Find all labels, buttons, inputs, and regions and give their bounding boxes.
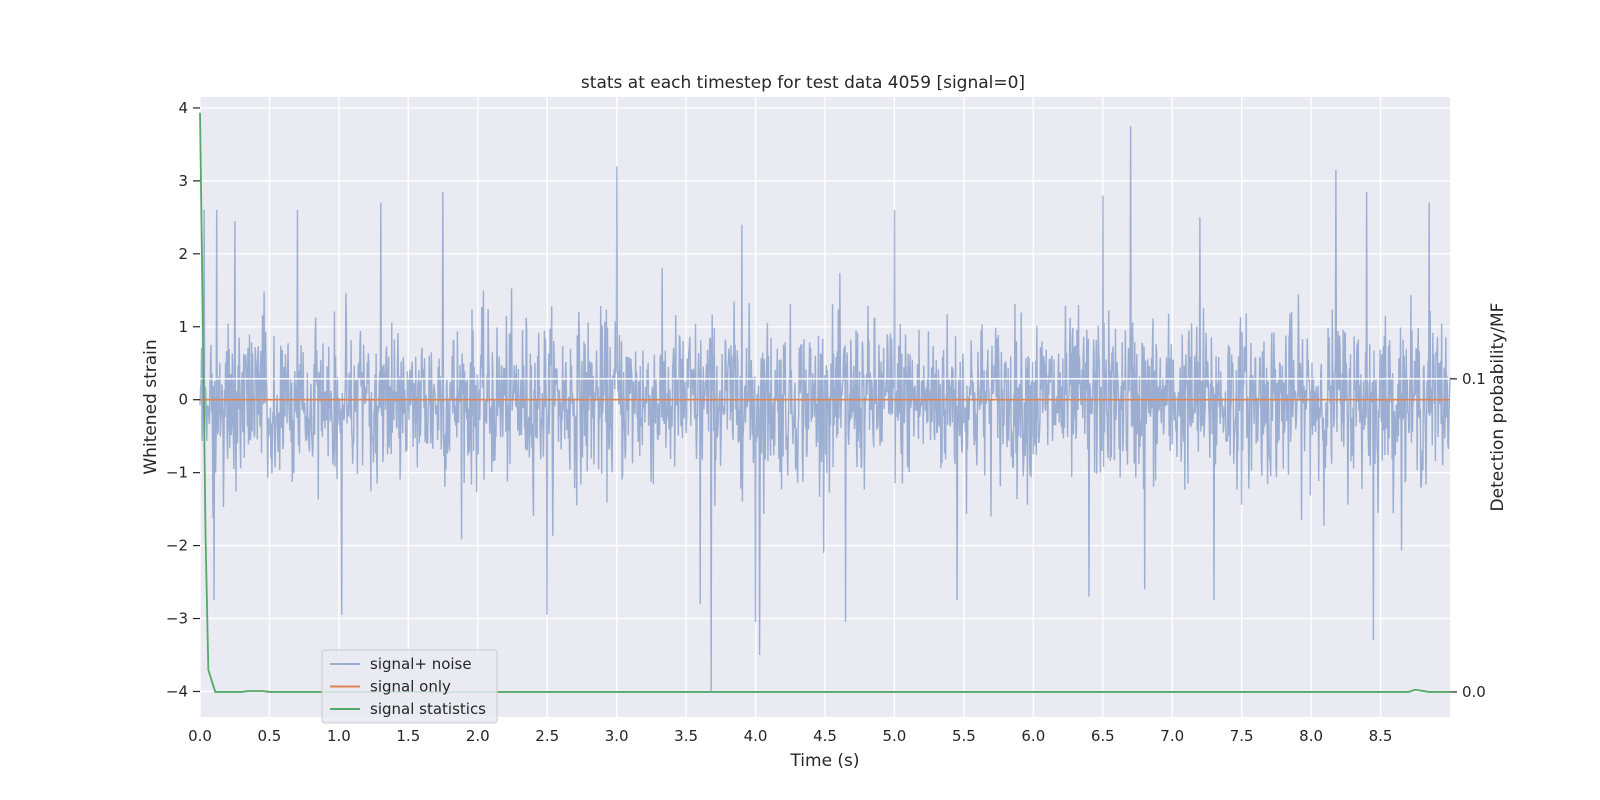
legend-label: signal+ noise	[370, 655, 472, 673]
noise-trace	[199, 126, 1451, 692]
y-tick-label: 4	[178, 99, 188, 117]
x-tick-label: 4.5	[813, 727, 837, 745]
x-tick-label: 8.5	[1369, 727, 1393, 745]
x-tick-label: 4.0	[744, 727, 768, 745]
y2-tick-label: 0.1	[1462, 370, 1486, 388]
y-tick-label: 3	[178, 172, 188, 190]
x-tick-label: 2.5	[535, 727, 559, 745]
y-tick-label: −2	[166, 537, 188, 555]
x-axis-label: Time (s)	[789, 751, 859, 771]
x-tick-label: 0.0	[188, 727, 212, 745]
axes: 0.0 0.5 1.0 1.5 2.0 2.5 3.0 3.5 4.0 4.5 5.0 5.5 6.0 6…	[166, 99, 1486, 745]
legend-box	[321, 649, 498, 724]
x-tick-label: 3.5	[674, 727, 698, 745]
y-tick-label: 1	[178, 318, 188, 336]
x-tick-label: 3.0	[605, 727, 629, 745]
x-tick-label: 7.5	[1230, 727, 1254, 745]
x-tick-label: 7.0	[1160, 727, 1184, 745]
y-tick-label: 2	[178, 245, 188, 263]
x-tick-label: 2.0	[466, 727, 490, 745]
y2-tick-label: 0.0	[1462, 683, 1486, 701]
x-tick-label: 1.0	[327, 727, 351, 745]
x-tick-label: 1.5	[396, 727, 420, 745]
y-tick-label: −1	[166, 464, 188, 482]
y-tick-label: −3	[166, 610, 188, 628]
x-tick-label: 5.0	[883, 727, 907, 745]
y-tick-label: 0	[178, 391, 188, 409]
legend: signal+ noise signal only signal statistic…	[321, 649, 498, 724]
legend-label: signal statistics	[370, 700, 486, 718]
x-tick-label: 8.0	[1299, 727, 1323, 745]
x-tick-label: 6.0	[1021, 727, 1045, 745]
legend-label: signal only	[370, 678, 451, 696]
y2-axis-label: Detection probability/MF	[1488, 303, 1508, 512]
x-tick-label: 0.5	[258, 727, 282, 745]
chart-title: stats at each timestep for test data 405…	[581, 73, 1025, 93]
x-tick-label: 5.5	[952, 727, 976, 745]
y-tick-label: −4	[166, 682, 188, 700]
y-axis-label: Whitened strain	[141, 339, 161, 474]
x-tick-label: 6.5	[1091, 727, 1115, 745]
series-signal-noise	[199, 126, 1451, 692]
